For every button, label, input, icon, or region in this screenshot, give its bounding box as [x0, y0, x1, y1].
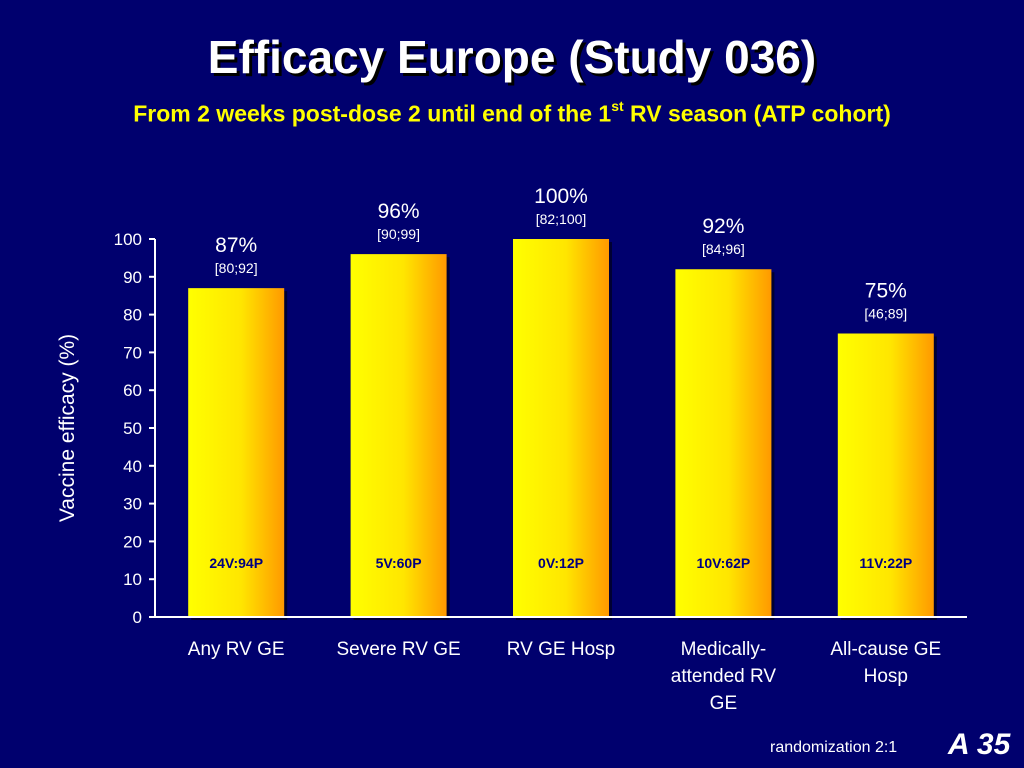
y-tick-label: 70	[123, 343, 142, 362]
bar-ci-label: [46;89]	[864, 306, 907, 322]
slide-subtitle: From 2 weeks post-dose 2 until end of th…	[0, 98, 1024, 128]
y-tick-label: 30	[123, 495, 142, 514]
bar-case-count: 10V:62P	[697, 555, 751, 571]
bar-case-count: 24V:94P	[209, 555, 263, 571]
bar-value-label: 87%	[215, 234, 257, 257]
y-tick-label: 0	[133, 608, 142, 627]
x-tick-label: RV GE Hosp	[507, 639, 615, 660]
bar-ci-label: [82;100]	[536, 211, 587, 227]
x-tick-label: GE	[710, 693, 737, 714]
bar-case-count: 5V:60P	[376, 555, 422, 571]
bar-value-label: 96%	[378, 200, 420, 223]
x-tick-label: Severe RV GE	[336, 639, 460, 660]
y-tick-label: 100	[114, 230, 142, 249]
labels-group: 87% [80;92] 24V:94P Any RV GE 96% [90;99] 5V:6…	[188, 185, 941, 714]
bar-ci-label: [90;99]	[377, 226, 420, 242]
x-tick-label: Any RV GE	[188, 639, 285, 660]
y-axis-title: Vaccine efficacy (%)	[56, 334, 79, 522]
x-tick-label: Hosp	[864, 666, 908, 687]
subtitle-text-end: RV season (ATP cohort)	[623, 100, 891, 127]
y-tick-label: 50	[123, 419, 142, 438]
bar-value-label: 92%	[702, 215, 744, 238]
bar-value-label: 100%	[534, 185, 588, 208]
x-tick-label: Medically-	[681, 639, 767, 660]
slide-title: Efficacy Europe (Study 036)	[207, 31, 817, 83]
bar-ci-label: [80;92]	[215, 260, 258, 276]
bar-case-count: 11V:22P	[859, 555, 912, 571]
y-tick-label: 80	[123, 306, 142, 325]
subtitle-superscript: st	[611, 98, 624, 114]
y-tick-label: 20	[123, 532, 142, 551]
bar	[350, 254, 447, 617]
subtitle-text: From 2 weeks post-dose 2 until end of th…	[133, 100, 612, 127]
slide-number: A 35	[948, 728, 1011, 761]
bar	[513, 239, 609, 617]
axes-group: 0 10 20 30 40 50 60 70 80 90 100 Vaccine efficacy (…	[56, 230, 967, 627]
y-tick-label: 90	[123, 268, 142, 287]
bar-ci-label: [84;96]	[702, 241, 745, 257]
footer-note: randomization 2:1	[770, 739, 898, 756]
y-tick-label: 60	[123, 381, 142, 400]
y-tick-label: 10	[123, 570, 142, 589]
bars-group	[188, 239, 937, 620]
bar-case-count: 0V:12P	[538, 555, 584, 571]
y-tick-label: 40	[123, 457, 142, 476]
bar	[675, 269, 772, 617]
bar	[837, 333, 934, 617]
bar-value-label: 75%	[865, 280, 907, 303]
bar	[188, 288, 285, 617]
x-tick-label: All-cause GE	[830, 639, 941, 660]
x-tick-label: attended RV	[671, 666, 777, 687]
